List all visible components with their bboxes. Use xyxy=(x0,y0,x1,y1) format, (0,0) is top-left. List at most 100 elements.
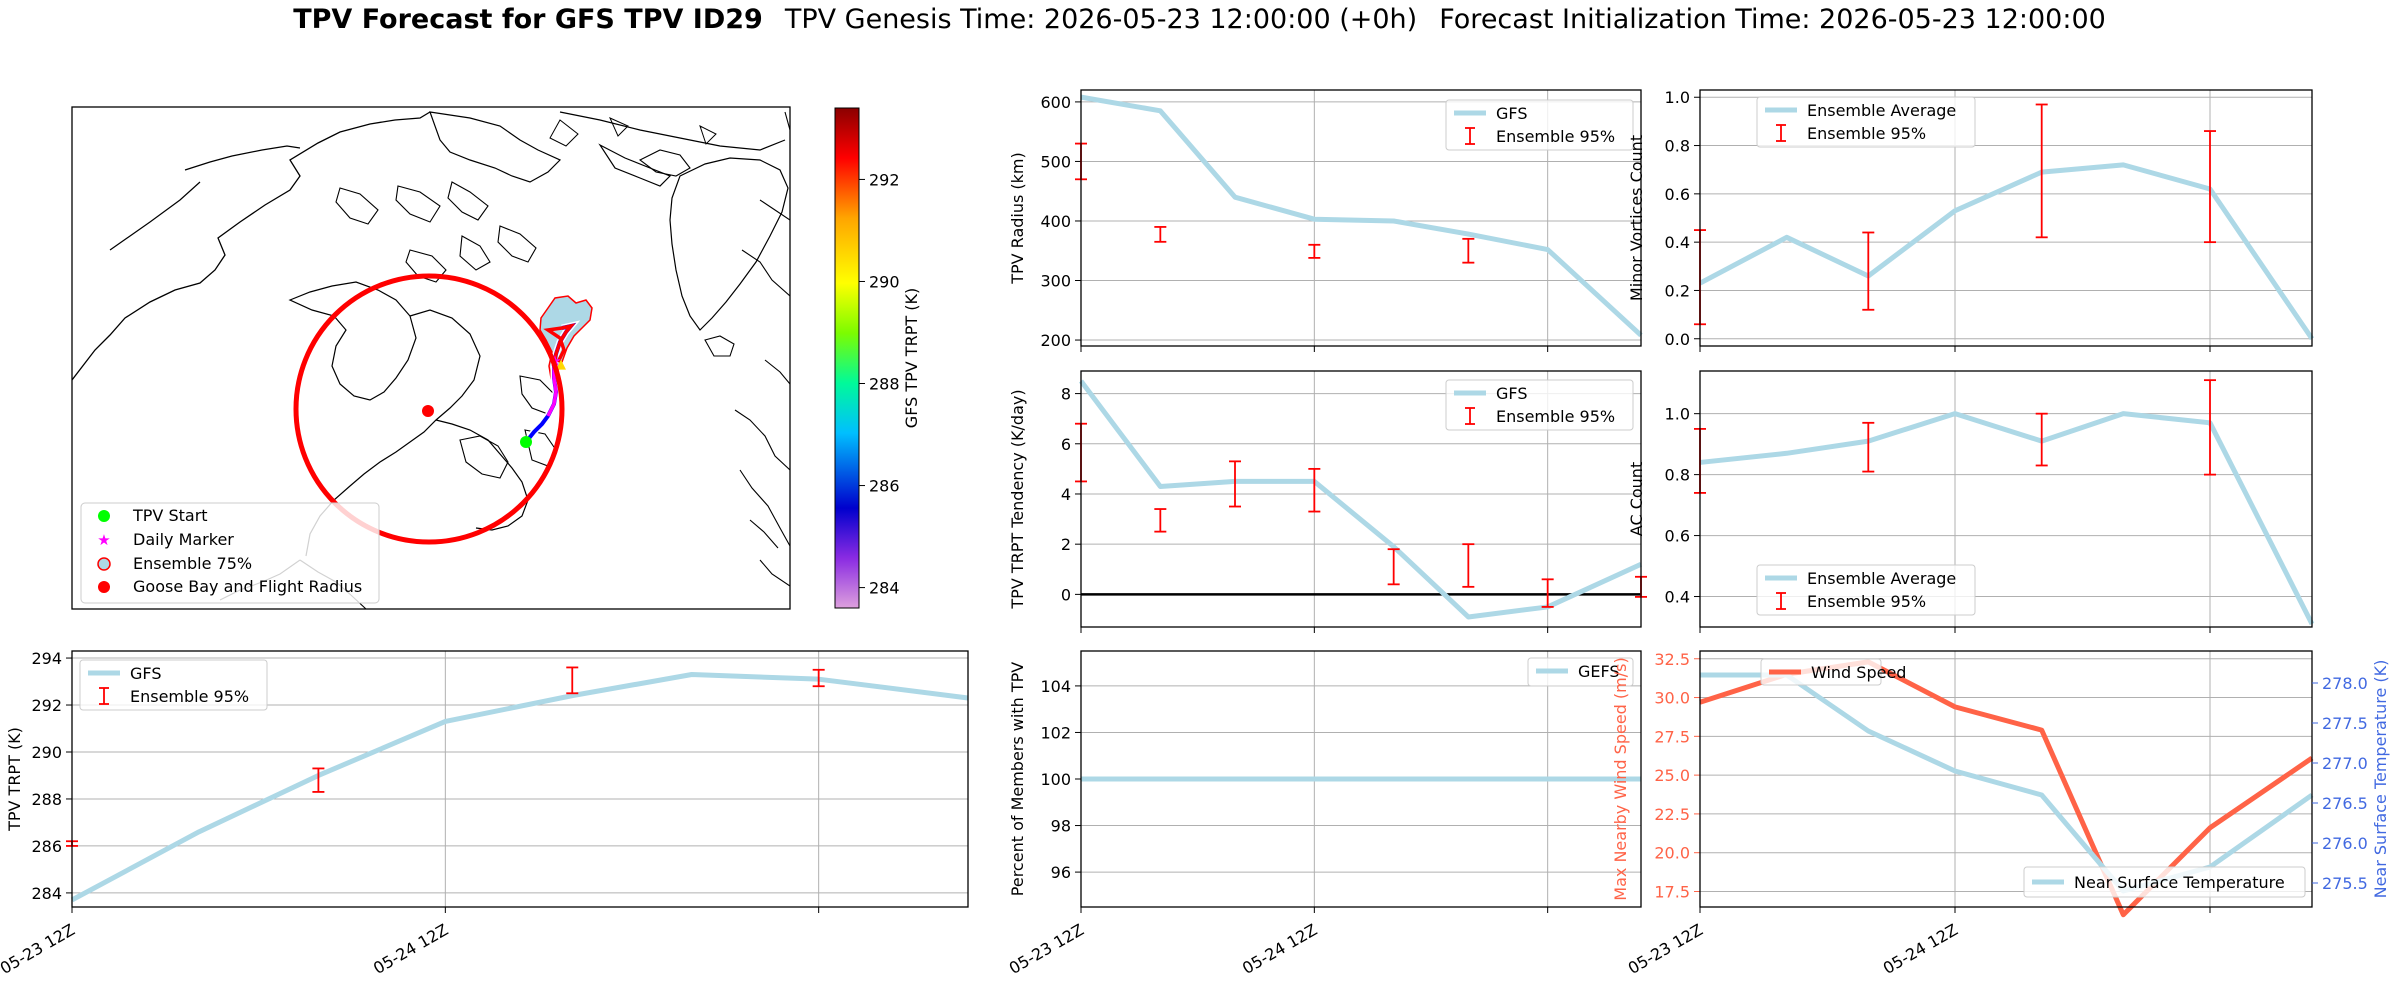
y-tick-label: 25.0 xyxy=(1654,766,1690,785)
lightblue-circle-marker-icon xyxy=(97,557,111,571)
y-tick-label: 20.0 xyxy=(1654,844,1690,863)
error-bar xyxy=(1541,578,1554,608)
legend-near-surface-temperature: Near Surface Temperature xyxy=(2023,866,2306,898)
y-axis-label: Percent of Members with TPV xyxy=(1008,662,1027,896)
x-tick-label: 05-23 12Z xyxy=(0,920,78,978)
legend-label: Wind Speed xyxy=(1811,663,1906,682)
colorbar-label: GFS TPV TRPT (K) xyxy=(902,288,921,428)
legend-box xyxy=(1445,379,1634,431)
error-bar xyxy=(2035,412,2048,467)
x-tick-label: 05-23 12Z xyxy=(1625,920,1706,978)
red-circle-marker-icon xyxy=(98,581,110,593)
error-bar xyxy=(1462,237,1475,264)
error-bar xyxy=(566,666,579,695)
legend-goose-bay: Goose Bay and Flight Radius xyxy=(133,577,362,596)
legend-label: GEFS xyxy=(1578,662,1620,681)
legend-daily-marker: Daily Marker xyxy=(133,530,234,549)
legend-label: Ensemble 95% xyxy=(1496,407,1615,426)
yellow-marker-icon: ▲ xyxy=(556,357,566,372)
series-line-gfs xyxy=(70,671,969,903)
y-tick-label: 600 xyxy=(1040,93,1071,112)
flight-radius-circle xyxy=(293,273,565,545)
error-bar xyxy=(1387,548,1400,586)
legend-label: Ensemble 95% xyxy=(1807,124,1926,143)
legend-members: GEFS xyxy=(1527,657,1634,687)
y-tick-label: 0 xyxy=(1061,585,1071,604)
series-line-ensemble-average xyxy=(1699,411,2315,626)
chart-frame xyxy=(1080,89,1642,347)
legend-label: Near Surface Temperature xyxy=(2074,873,2285,892)
y-tick-label: 96 xyxy=(1051,863,1071,882)
legend-label: GFS xyxy=(1496,384,1527,403)
y-tick-label: 290 xyxy=(31,743,62,762)
series-line-gfs xyxy=(1080,94,1643,338)
chart-frame xyxy=(71,650,969,908)
y-tick-label: 294 xyxy=(31,649,62,668)
chart-trpt: 284 286 288 290 292 294 05-23 12Z 05-24 12Z TPV … xyxy=(0,649,969,978)
figure-title: TPV Forecast for GFS TPV ID29 TPV Genesis… xyxy=(0,4,2399,35)
title-genesis-time: TPV Genesis Time: 2026-05-23 12:00:00 (+… xyxy=(784,4,1418,35)
tpv-start-marker xyxy=(520,436,532,448)
x-tick-label: 05-24 12Z xyxy=(1880,920,1961,978)
y-tick-label: 500 xyxy=(1040,152,1071,171)
colorbar-tick-label: 290 xyxy=(869,272,900,291)
y-tick-label: 98 xyxy=(1051,817,1071,836)
series-line-gfs xyxy=(1079,379,1643,620)
error-bar xyxy=(1154,508,1167,533)
y-tick-label: 8 xyxy=(1061,385,1071,404)
y-tick-label: 2 xyxy=(1061,535,1071,554)
map-legend-box xyxy=(80,502,380,604)
legend-label: GFS xyxy=(130,664,161,683)
error-bar xyxy=(1308,467,1321,513)
legend-ensemble-75: Ensemble 75% xyxy=(133,554,252,573)
series-line-near-surface-temperature xyxy=(1700,672,2314,894)
x-tick-label: 05-24 12Z xyxy=(370,920,451,978)
error-bar xyxy=(1862,421,1875,473)
y-tick-label: 0.4 xyxy=(1665,588,1690,607)
y-tick-label: 288 xyxy=(31,790,62,809)
y-axis-label: TPV TRPT Tendency (K/day) xyxy=(1008,389,1027,609)
legend-box xyxy=(1527,657,1634,687)
right-tick-label: 278.0 xyxy=(2322,674,2368,693)
right-tick-label: 275.5 xyxy=(2322,874,2368,893)
magenta-star-marker-icon: ★ xyxy=(97,531,110,549)
error-bar xyxy=(812,668,825,688)
green-circle-marker-icon xyxy=(98,510,110,522)
chart-frame xyxy=(1080,370,1642,628)
colorbar-tick-label: 288 xyxy=(869,375,900,394)
y-tick-label: 100 xyxy=(1040,770,1071,789)
y-tick-label: 6 xyxy=(1061,435,1071,454)
legend-trpt: GFS Ensemble 95% xyxy=(79,659,268,711)
y-axis-label: Minor Vortices Count xyxy=(1627,135,1646,301)
y-tick-label: 17.5 xyxy=(1654,882,1690,901)
error-bar xyxy=(1308,243,1321,259)
y-tick-label: 1.0 xyxy=(1665,405,1690,424)
y-tick-label: 4 xyxy=(1061,485,1071,504)
y-tick-label: 102 xyxy=(1040,723,1071,742)
legend-box xyxy=(1760,658,1882,686)
tpv-track-segment-end xyxy=(543,323,576,367)
chart-panels: 200 300 400 500 600 TPV Radius (km) GFS Ensembl… xyxy=(0,88,2390,978)
error-bar xyxy=(1862,231,1875,311)
legend-label: Ensemble Average xyxy=(1807,101,1956,120)
y-tick-label: 286 xyxy=(31,837,62,856)
tpv-track-segment-late xyxy=(546,366,558,417)
y-tick-label: 1.0 xyxy=(1665,88,1690,107)
legend-label: Ensemble 95% xyxy=(130,687,249,706)
legend-box xyxy=(79,659,268,711)
y-tick-label: 0.8 xyxy=(1665,466,1690,485)
legend-label: Ensemble 95% xyxy=(1496,127,1615,146)
y-axis-label: TPV TRPT (K) xyxy=(5,727,24,832)
colorbar xyxy=(834,107,860,609)
legend-label: Ensemble Average xyxy=(1807,569,1956,588)
x-tick-label: 05-23 12Z xyxy=(1006,920,1087,978)
legend-radius: GFS Ensemble 95% xyxy=(1445,99,1634,151)
colorbar-tick-label: 292 xyxy=(869,170,900,189)
title-init-time: Forecast Initialization Time: 2026-05-23… xyxy=(1439,4,2106,35)
chart-tendency: 0 2 4 6 8 TPV TRPT Tendency (K/day) GFS Ensembl… xyxy=(1008,370,1647,633)
y-tick-label: 0.6 xyxy=(1665,527,1690,546)
legend-ac: Ensemble Average Ensemble 95% xyxy=(1756,564,1976,616)
chart-radius: 200 300 400 500 600 TPV Radius (km) GFS Ensembl… xyxy=(1008,89,1643,352)
y-axis-label: TPV Radius (km) xyxy=(1008,152,1027,285)
